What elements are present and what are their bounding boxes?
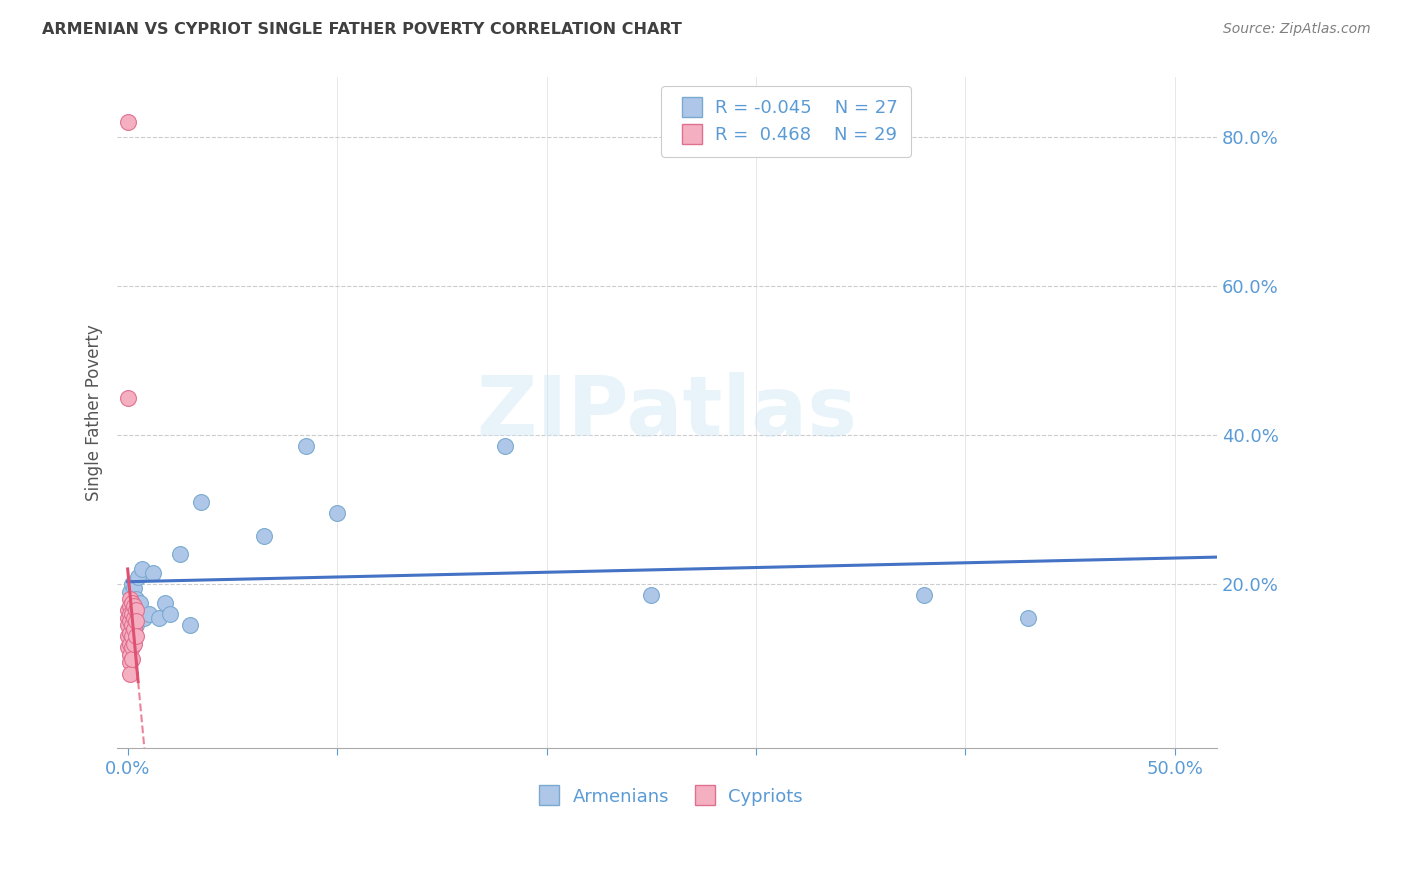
Point — [169, 547, 191, 561]
Text: Source: ZipAtlas.com: Source: ZipAtlas.com — [1223, 22, 1371, 37]
Legend: Armenians, Cypriots: Armenians, Cypriots — [523, 780, 810, 813]
Point — [121, 640, 143, 655]
Point — [155, 596, 177, 610]
Point — [117, 610, 139, 624]
Point — [190, 495, 212, 509]
Point — [912, 588, 935, 602]
Point — [118, 656, 141, 670]
Point — [138, 607, 160, 621]
Point — [118, 584, 141, 599]
Point — [122, 622, 145, 636]
Point — [118, 625, 141, 640]
Point — [326, 506, 349, 520]
Point — [253, 529, 276, 543]
Point — [129, 596, 152, 610]
Point — [118, 648, 141, 662]
Point — [121, 596, 143, 610]
Point — [1017, 610, 1039, 624]
Point — [122, 610, 145, 624]
Point — [127, 599, 149, 614]
Point — [122, 603, 145, 617]
Point — [179, 618, 201, 632]
Point — [121, 629, 143, 643]
Point — [118, 637, 141, 651]
Point — [134, 610, 156, 624]
Point — [118, 607, 141, 621]
Point — [117, 618, 139, 632]
Point — [122, 599, 145, 614]
Y-axis label: Single Father Poverty: Single Father Poverty — [86, 325, 103, 501]
Point — [117, 391, 139, 405]
Point — [294, 439, 316, 453]
Point — [118, 592, 141, 607]
Point — [494, 439, 516, 453]
Point — [118, 666, 141, 681]
Point — [117, 115, 139, 129]
Point — [125, 618, 148, 632]
Point — [121, 577, 143, 591]
Point — [131, 562, 153, 576]
Point — [122, 637, 145, 651]
Point — [148, 610, 170, 624]
Point — [127, 569, 149, 583]
Point — [125, 629, 148, 643]
Point — [121, 618, 143, 632]
Point — [142, 566, 165, 580]
Point — [117, 640, 139, 655]
Text: ARMENIAN VS CYPRIOT SINGLE FATHER POVERTY CORRELATION CHART: ARMENIAN VS CYPRIOT SINGLE FATHER POVERT… — [42, 22, 682, 37]
Point — [118, 615, 141, 629]
Point — [121, 607, 143, 621]
Point — [118, 599, 141, 614]
Point — [117, 603, 139, 617]
Point — [125, 615, 148, 629]
Point — [125, 603, 148, 617]
Text: ZIPatlas: ZIPatlas — [477, 372, 858, 453]
Point — [640, 588, 662, 602]
Point — [121, 596, 143, 610]
Point — [122, 581, 145, 595]
Point — [121, 651, 143, 665]
Point — [159, 607, 181, 621]
Point — [125, 592, 148, 607]
Point — [117, 629, 139, 643]
